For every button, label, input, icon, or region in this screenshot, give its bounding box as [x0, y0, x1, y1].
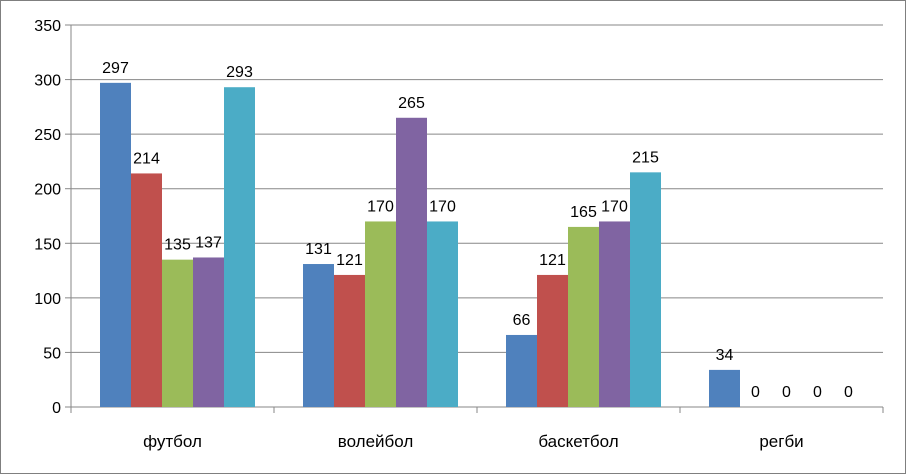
data-label: 121	[336, 252, 363, 269]
data-label: 170	[367, 198, 394, 215]
data-label: 0	[782, 384, 791, 401]
x-category-label: баскетбол	[538, 432, 618, 451]
data-label: 0	[813, 384, 822, 401]
data-label: 137	[195, 234, 222, 251]
y-tick-label: 300	[34, 73, 61, 90]
bar	[334, 274, 365, 407]
bar	[427, 221, 458, 407]
bar	[303, 264, 334, 407]
bar	[100, 82, 131, 408]
y-tick-label: 100	[34, 291, 61, 308]
data-label: 170	[429, 198, 456, 215]
bar	[537, 274, 568, 407]
data-label: 265	[398, 95, 425, 112]
y-tick-label: 0	[52, 400, 61, 417]
bar	[568, 226, 599, 407]
y-tick-label: 150	[34, 236, 61, 253]
bar	[599, 221, 630, 407]
x-category-label: футбол	[143, 432, 202, 451]
bar	[709, 369, 740, 407]
y-tick-label: 50	[43, 345, 61, 362]
bar	[193, 257, 224, 407]
bar	[365, 221, 396, 407]
data-label: 66	[513, 312, 531, 329]
bar	[396, 117, 427, 408]
data-label: 34	[716, 347, 734, 364]
x-category-label: регби	[759, 432, 803, 451]
y-tick-label: 350	[34, 18, 61, 35]
data-label: 293	[226, 64, 253, 81]
bar	[131, 173, 162, 407]
data-label: 135	[164, 237, 191, 254]
data-label: 214	[133, 150, 160, 167]
data-label: 0	[751, 384, 760, 401]
x-category-label: волейбол	[338, 432, 414, 451]
data-label: 215	[632, 149, 659, 166]
bar	[630, 172, 661, 407]
y-tick-label: 250	[34, 127, 61, 144]
data-label: 0	[844, 384, 853, 401]
bar	[224, 87, 255, 407]
data-label: 165	[570, 204, 597, 221]
bar	[506, 334, 537, 407]
data-label: 170	[601, 198, 628, 215]
bar	[162, 259, 193, 407]
data-label: 131	[305, 241, 332, 258]
data-label: 297	[102, 60, 129, 77]
data-label: 121	[539, 252, 566, 269]
y-tick-label: 200	[34, 182, 61, 199]
